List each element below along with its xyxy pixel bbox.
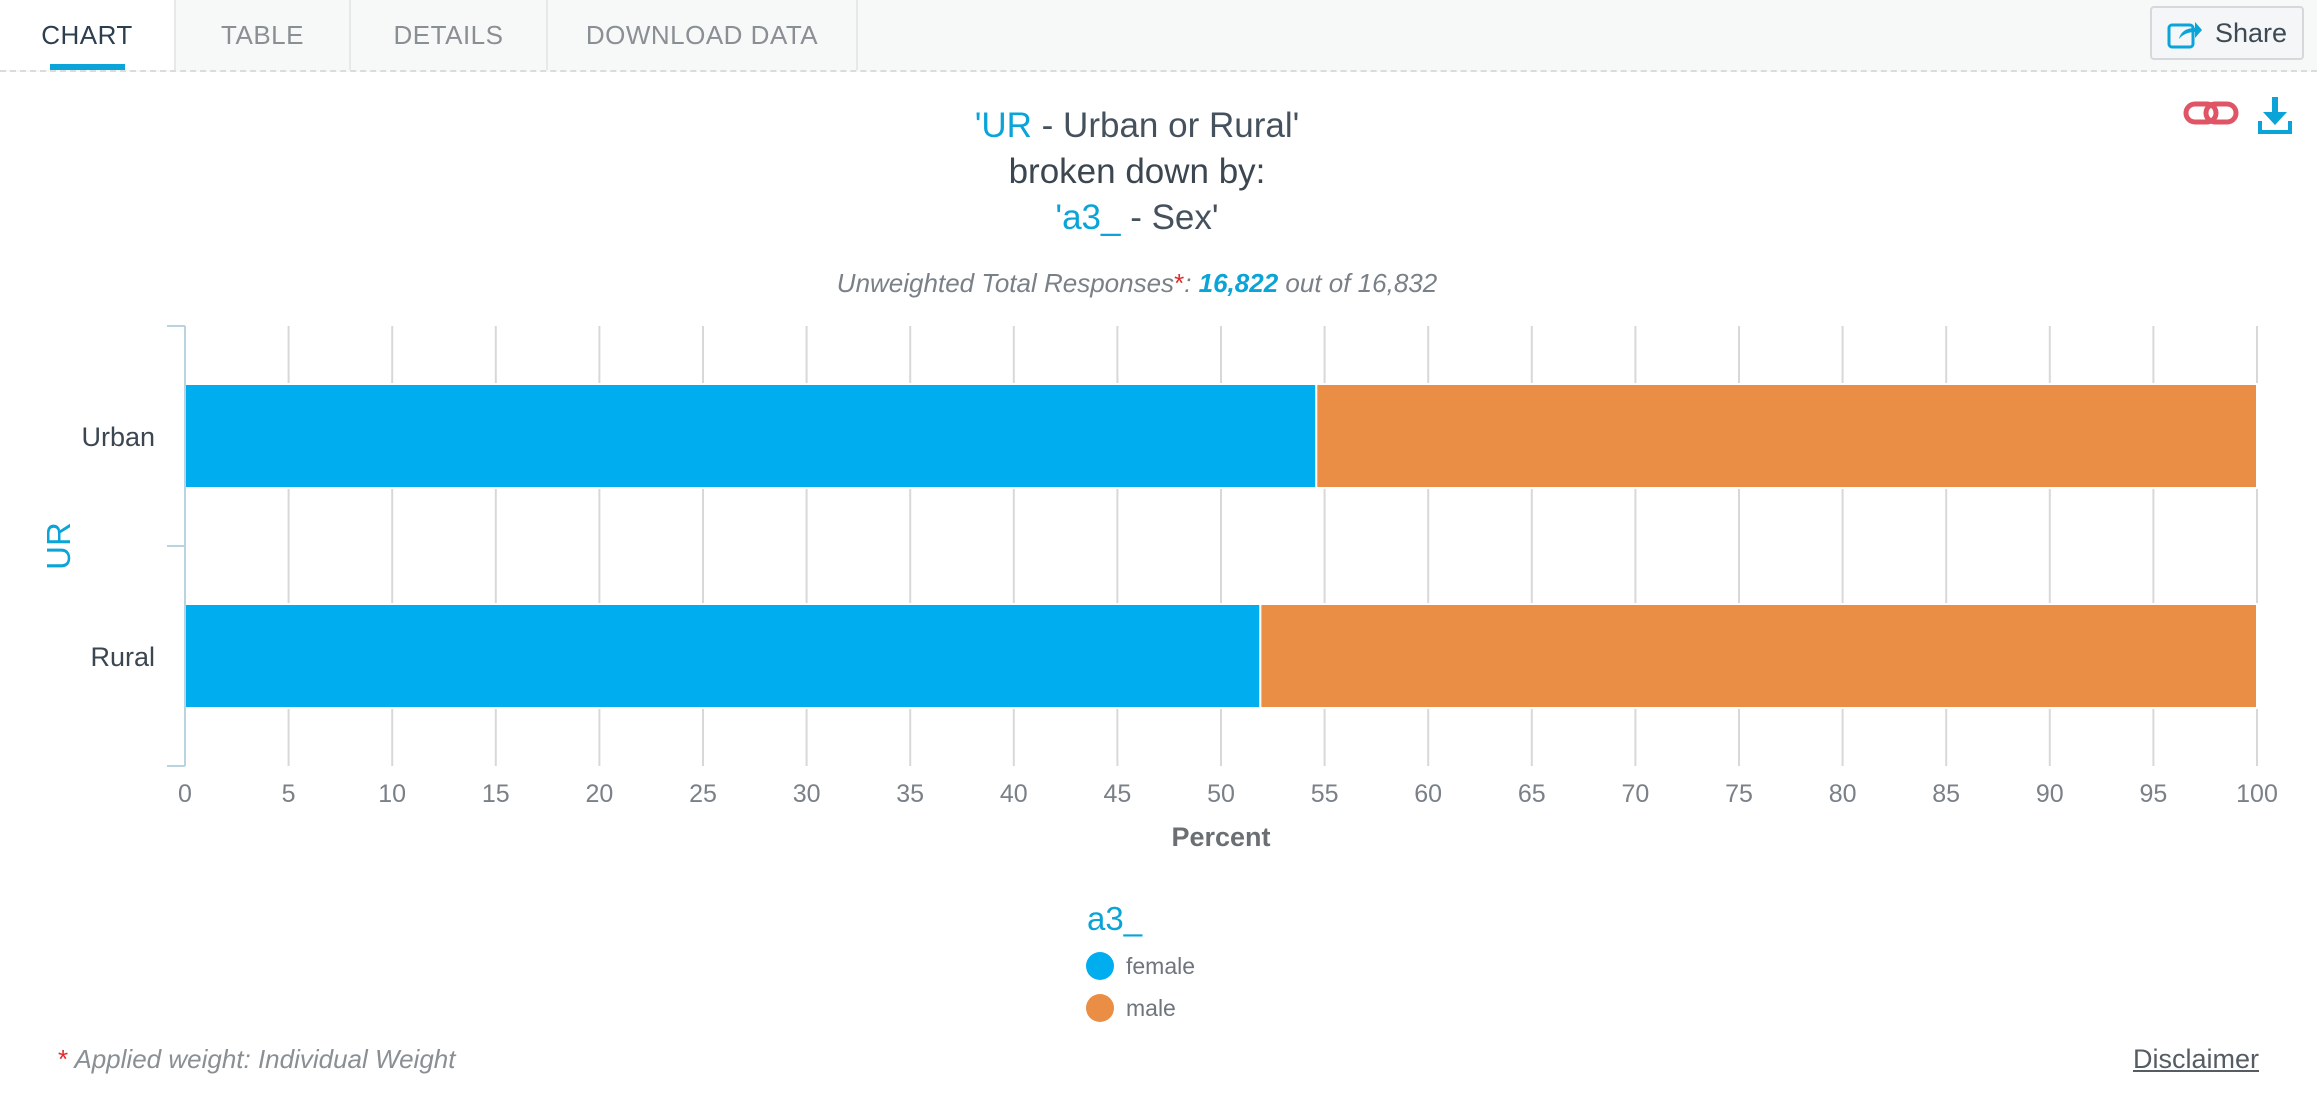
title-var-code: UR [981,106,1032,145]
legend-title: a3_ [1087,900,1143,937]
bar-male-rural [1259,603,2259,709]
x-tick-label: 0 [178,780,192,808]
x-tick-label: 75 [1725,780,1753,808]
x-tick-label: 80 [1829,780,1857,808]
tab-bar: CHART TABLE DETAILS DOWNLOAD DATA Share [0,0,2317,72]
chart-title-broken-by: broken down by: [1008,152,1266,191]
x-tick-label: 15 [482,780,510,808]
x-tick-label: 50 [1207,780,1235,808]
legend-label-male: male [1126,994,1176,1021]
legend-item-female[interactable]: female [1086,952,1195,980]
x-tick-label: 40 [1000,780,1028,808]
x-tick-label: 45 [1103,780,1131,808]
category-label-rural: Rural [90,642,155,672]
legend-swatch-male [1086,994,1114,1022]
disclaimer-link[interactable]: Disclaimer [2132,1044,2259,1074]
x-tick-label: 70 [1621,780,1649,808]
tab-table[interactable]: TABLE [176,0,351,70]
download-icon[interactable] [2257,95,2293,135]
responses-subtitle: Unweighted Total Responses*: 16,822 out … [0,268,2274,299]
tab-chart-label: CHART [41,19,133,50]
link-icon[interactable] [2183,95,2239,131]
share-label: Share [2214,17,2288,48]
chart-title-breakdown: 'a3_ - Sex' [0,198,2274,238]
tab-details[interactable]: DETAILS [351,0,548,70]
tab-table-label: TABLE [221,19,304,50]
legend-label-female: female [1126,952,1196,979]
weight-footnote: * Applied weight: Individual Weight [58,1044,455,1075]
active-tab-indicator [50,64,125,70]
title-by-code: a3_ [1062,198,1121,237]
title-by-label: - Sex' [1120,198,1219,237]
bar-female-rural [184,603,1262,709]
x-tick-label: 30 [793,780,821,808]
y-axis-title: UR [40,522,77,570]
tab-details-label: DETAILS [393,19,504,50]
legend-swatch-female [1086,952,1114,980]
tab-download-data[interactable]: DOWNLOAD DATA [548,0,858,70]
x-tick-label: 60 [1414,780,1442,808]
x-tick-label: 85 [1932,780,1960,808]
bar-female-urban [184,383,1318,489]
x-axis-title: Percent [1171,822,1270,852]
x-tick-label: 95 [2139,780,2167,808]
legend-item-male[interactable]: male [1086,994,1176,1022]
footnote-text: Applied weight: Individual Weight [68,1044,456,1074]
share-button[interactable]: Share [2150,6,2304,60]
responses-count: 16,822 [1198,268,1279,298]
x-tick-label: 10 [378,780,406,808]
x-tick-label: 65 [1518,780,1546,808]
title-quote-2: ' [1055,198,1063,237]
x-tick-label: 20 [585,780,613,808]
responses-out-of: out of 16,832 [1278,268,1438,298]
x-tick-label: 55 [1311,780,1339,808]
x-tick-label: 35 [896,780,924,808]
title-var-label: - Urban or Rural' [1031,106,1300,145]
responses-star: * [1174,268,1185,298]
title-quote: ' [974,106,982,145]
x-tick-label: 25 [689,780,717,808]
stacked-bar-chart: Urban Rural 0 5 10 15 20 25 30 35 40 45 50 55 60 65 70 75… [40,325,2278,852]
bar-male-urban [1315,383,2258,489]
responses-label: Unweighted Total Responses [836,268,1175,298]
tab-chart[interactable]: CHART [0,0,176,70]
x-tick-label: 100 [2236,780,2278,808]
category-label-urban: Urban [81,422,155,452]
footnote-star: * [58,1044,69,1074]
tab-download-data-label: DOWNLOAD DATA [585,19,819,50]
share-icon [2167,22,2202,49]
responses-colon: : [1184,268,1199,298]
x-tick-label: 90 [2036,780,2064,808]
chart-title-variable: 'UR - Urban or Rural' [0,106,2274,146]
x-tick-label: 5 [282,780,296,808]
